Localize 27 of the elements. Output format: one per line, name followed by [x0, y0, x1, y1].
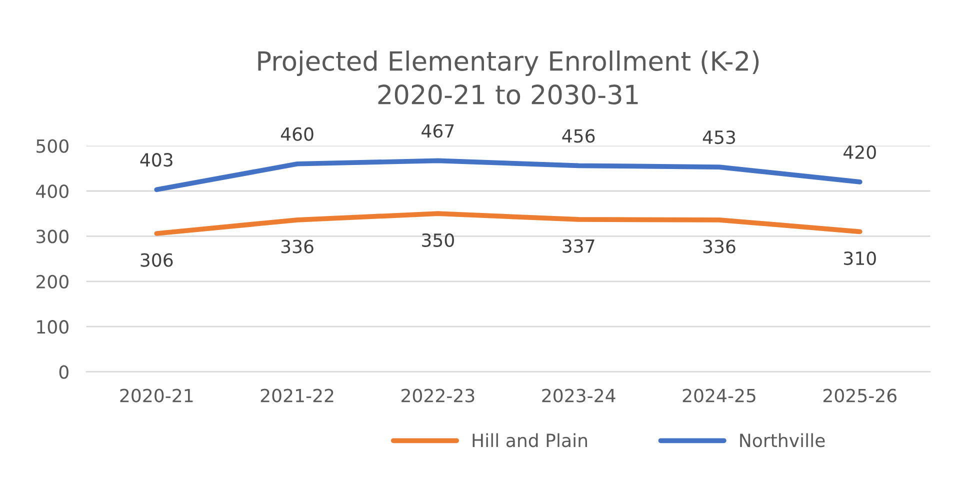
- data-label: 336: [281, 240, 314, 254]
- y-tick-label: 300: [36, 230, 68, 244]
- data-label: 467: [422, 124, 454, 138]
- chart-title: Projected Elementary Enrollment (K-2) 2020-21 to 2030-31: [258, 50, 759, 105]
- x-tick-label: 2022-23: [402, 388, 474, 402]
- y-tick-label: 400: [36, 184, 68, 198]
- data-label: 456: [562, 129, 595, 143]
- data-label: 453: [702, 130, 736, 144]
- data-label: 306: [140, 253, 173, 267]
- x-tick-label: 2025-26: [824, 388, 896, 402]
- x-tick-label: 2024-25: [682, 388, 756, 402]
- y-tick-label: 0: [59, 365, 68, 379]
- data-label: 310: [844, 251, 876, 266]
- y-tick-label: 100: [37, 320, 68, 334]
- x-tick-label: 2023-24: [542, 388, 616, 402]
- data-label: 337: [562, 239, 594, 253]
- data-label: 420: [844, 145, 876, 160]
- legend-label: Northville: [740, 433, 825, 448]
- data-label: 336: [703, 240, 736, 254]
- y-tick-label: 500: [36, 139, 68, 153]
- x-tick-label: 2021-22: [260, 388, 334, 402]
- x-tick-label: 2020-21: [120, 388, 193, 402]
- y-tick-label: 200: [36, 274, 68, 289]
- data-label: 350: [422, 233, 454, 248]
- data-label: 403: [140, 153, 172, 167]
- data-label: 460: [280, 127, 314, 141]
- legend-label: Hill and Plain: [472, 433, 587, 448]
